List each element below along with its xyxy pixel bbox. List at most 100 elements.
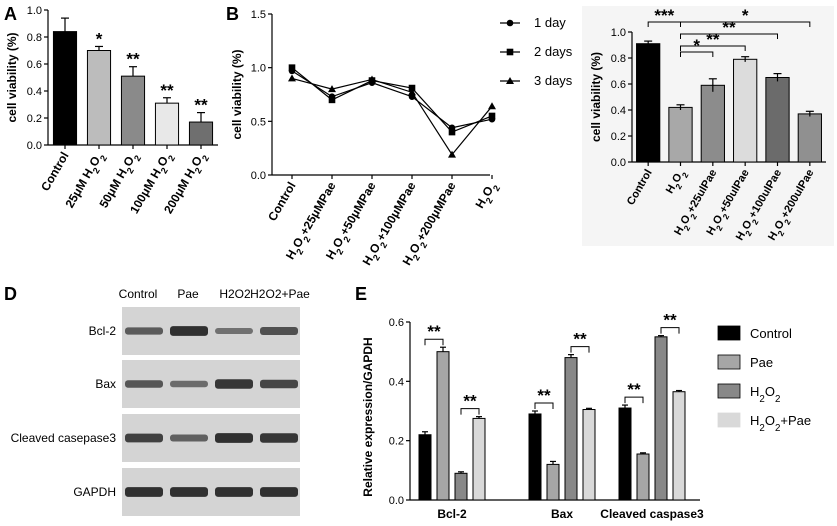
blot-band bbox=[215, 487, 253, 497]
b-legend-label: 1 day bbox=[534, 15, 566, 30]
b-y-tick-label: 1.5 bbox=[251, 9, 266, 21]
c-y-tick-label: 0.0 bbox=[611, 157, 626, 169]
e-legend-label: H2O2+Pae bbox=[750, 413, 811, 434]
a-significance: ** bbox=[194, 96, 208, 115]
e-comparison-bracket bbox=[624, 396, 644, 404]
blot-band bbox=[170, 434, 208, 442]
blot-column-label: H2O2 bbox=[219, 287, 251, 301]
blot-band bbox=[215, 379, 253, 389]
b-x-tick-label: H2O2 bbox=[472, 180, 502, 213]
e-comparison-label: ** bbox=[463, 392, 477, 411]
b-legend-circle bbox=[506, 19, 514, 27]
blot-band bbox=[260, 487, 298, 497]
b-legend-triangle bbox=[506, 77, 514, 84]
b-point-square bbox=[288, 64, 296, 71]
b-point-triangle bbox=[368, 75, 376, 83]
e-comparison-label: ** bbox=[427, 322, 441, 341]
a-bar bbox=[52, 31, 78, 146]
b-series-line bbox=[291, 77, 493, 156]
a-significance: ** bbox=[126, 50, 140, 69]
blot-band bbox=[170, 380, 208, 388]
b-point-triangle bbox=[448, 150, 456, 158]
e-bar bbox=[618, 407, 632, 501]
blot-band bbox=[215, 327, 253, 335]
e-comparison-bracket bbox=[660, 327, 680, 334]
e-x-tick-label: Bcl-2 bbox=[437, 507, 467, 521]
b-point-square bbox=[488, 112, 496, 120]
blot-band bbox=[125, 380, 163, 388]
e-bar bbox=[454, 472, 468, 501]
e-bar bbox=[672, 391, 686, 501]
blot-band bbox=[125, 327, 163, 335]
blot-row-label: Bax bbox=[95, 377, 116, 391]
panel-label-d: D bbox=[4, 284, 17, 304]
western-blot: Control Pae H2O2 H2O2+Pae Bcl-2 Bax Cleaved ca… bbox=[11, 287, 310, 516]
a-y-axis-label: cell viability (%) bbox=[5, 32, 19, 122]
c-y-tick-label: 0.6 bbox=[611, 79, 626, 91]
blot-band bbox=[215, 433, 253, 443]
blot-band bbox=[125, 433, 163, 443]
b-legend-label: 2 days bbox=[534, 44, 573, 59]
chart-e: 0.0 0.2 0.4 0.6 Relative expression/GAPDH Bcl… bbox=[361, 311, 811, 521]
b-y-axis-label: cell viability (%) bbox=[230, 49, 244, 139]
e-legend-label: Pae bbox=[750, 355, 773, 370]
c-bar bbox=[733, 58, 758, 163]
b-point-triangle bbox=[488, 102, 496, 110]
b-point-square bbox=[408, 84, 416, 92]
c-comparison-bracket bbox=[680, 45, 746, 51]
b-point-triangle bbox=[408, 88, 416, 96]
b-legend-square bbox=[506, 48, 514, 56]
b-point-square bbox=[448, 128, 456, 136]
panel-label-b: B bbox=[226, 4, 239, 24]
e-y-tick-label: 0.0 bbox=[389, 495, 404, 507]
b-series-line bbox=[291, 70, 493, 129]
c-comparison-bracket bbox=[680, 33, 778, 39]
panel-label-a: A bbox=[4, 4, 17, 24]
c-y-tick-label: 0.4 bbox=[611, 105, 626, 117]
a-significance: * bbox=[96, 29, 103, 48]
e-legend-label: H2O2 bbox=[750, 384, 780, 405]
c-y-tick-label: 0.2 bbox=[611, 131, 626, 143]
chart-a: 0.0 0.2 0.4 0.6 0.8 1.0 cell viability (%) Cont… bbox=[5, 5, 218, 216]
c-bar bbox=[797, 113, 822, 163]
c-comparison-bracket bbox=[680, 21, 811, 27]
e-comparison-label: ** bbox=[537, 386, 551, 405]
blot-band bbox=[125, 487, 163, 497]
e-bar bbox=[528, 413, 542, 501]
b-point-triangle bbox=[328, 85, 336, 93]
e-comparison-label: ** bbox=[573, 330, 587, 349]
e-comparison-label: ** bbox=[663, 311, 677, 330]
c-y-tick-label: 0.8 bbox=[611, 53, 626, 65]
e-legend-label: Control bbox=[750, 326, 792, 341]
e-comparison-bracket bbox=[460, 408, 480, 415]
e-y-axis-label: Relative expression/GAPDH bbox=[361, 337, 375, 496]
e-bar bbox=[564, 357, 578, 501]
e-x-tick-label: Cleaved caspase3 bbox=[600, 507, 704, 521]
c-x-tick-label: H2O2 bbox=[664, 167, 690, 197]
blot-band bbox=[260, 433, 298, 443]
b-legend-label: 3 days bbox=[534, 73, 573, 88]
e-legend-swatch bbox=[717, 383, 741, 399]
c-bar bbox=[765, 77, 790, 163]
a-y-tick-label: 0.4 bbox=[27, 86, 42, 98]
e-bar bbox=[472, 417, 486, 501]
blot-band bbox=[170, 487, 208, 497]
e-y-tick-label: 0.6 bbox=[389, 317, 404, 329]
b-y-tick-label: 0.0 bbox=[251, 170, 266, 182]
e-bar bbox=[654, 336, 668, 501]
c-bar bbox=[668, 106, 693, 163]
a-bar bbox=[188, 121, 214, 146]
e-comparison-bracket bbox=[534, 402, 554, 409]
c-comparison-bracket bbox=[680, 51, 714, 57]
a-x-tick-label: Control bbox=[38, 150, 71, 194]
c-comparison-label: * bbox=[742, 6, 749, 25]
e-bar bbox=[582, 409, 596, 501]
a-bar bbox=[86, 50, 112, 146]
a-y-tick-label: 0.0 bbox=[27, 140, 42, 152]
a-y-tick-label: 0.6 bbox=[27, 59, 42, 71]
blot-row-label: Bcl-2 bbox=[89, 324, 117, 338]
chart-b: 0.0 0.5 1.0 1.5 cell viability (%) Control H2O… bbox=[230, 9, 573, 268]
blot-column-label: Pae bbox=[177, 287, 199, 301]
